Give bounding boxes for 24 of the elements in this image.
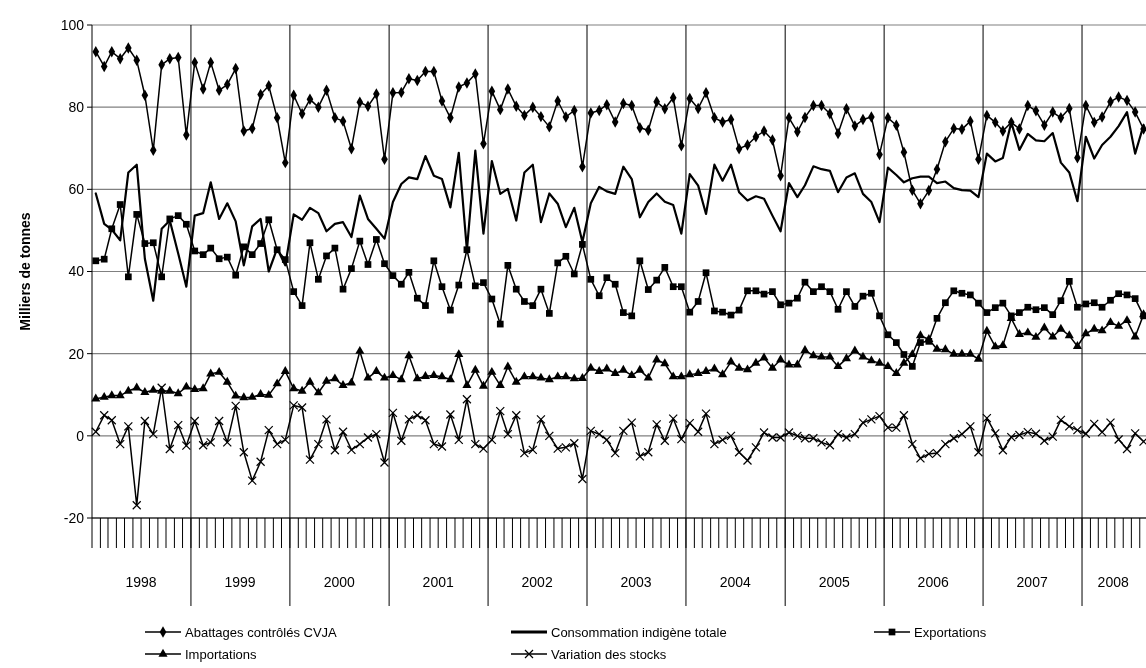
legend-label: Abattages contrôlés CVJA xyxy=(185,624,338,640)
x-tick-label: 2004 xyxy=(719,573,752,590)
legend-label: Importations xyxy=(185,646,258,662)
y-tick-label: 20 xyxy=(68,345,85,362)
y-tick-label: 0 xyxy=(76,427,85,444)
x-tick-label: 1998 xyxy=(125,573,157,590)
y-tick-label: 40 xyxy=(68,263,85,280)
x-tick-label: 2005 xyxy=(818,573,851,590)
y-tick-label: 100 xyxy=(60,16,85,33)
x-tick-label: 2007 xyxy=(1016,573,1048,590)
legend-label: Exportations xyxy=(914,624,987,640)
y-axis-title: Milliers de tonnes xyxy=(17,212,33,331)
legend-label: Consommation indigène totale xyxy=(551,624,727,640)
x-tick-label: 2001 xyxy=(422,573,454,590)
x-tick-label: 2006 xyxy=(917,573,949,590)
x-tick-label: 2000 xyxy=(323,573,356,590)
y-tick-label: 80 xyxy=(68,99,85,116)
x-tick-label: 1999 xyxy=(224,573,256,590)
x-tick-label: 2002 xyxy=(521,573,553,590)
x-tick-label: 2008 xyxy=(1097,573,1129,590)
y-tick-label: -20 xyxy=(63,509,85,526)
x-tick-label: 2003 xyxy=(620,573,652,590)
y-tick-label: 60 xyxy=(68,181,85,198)
legend-label: Variation des stocks xyxy=(551,646,667,662)
